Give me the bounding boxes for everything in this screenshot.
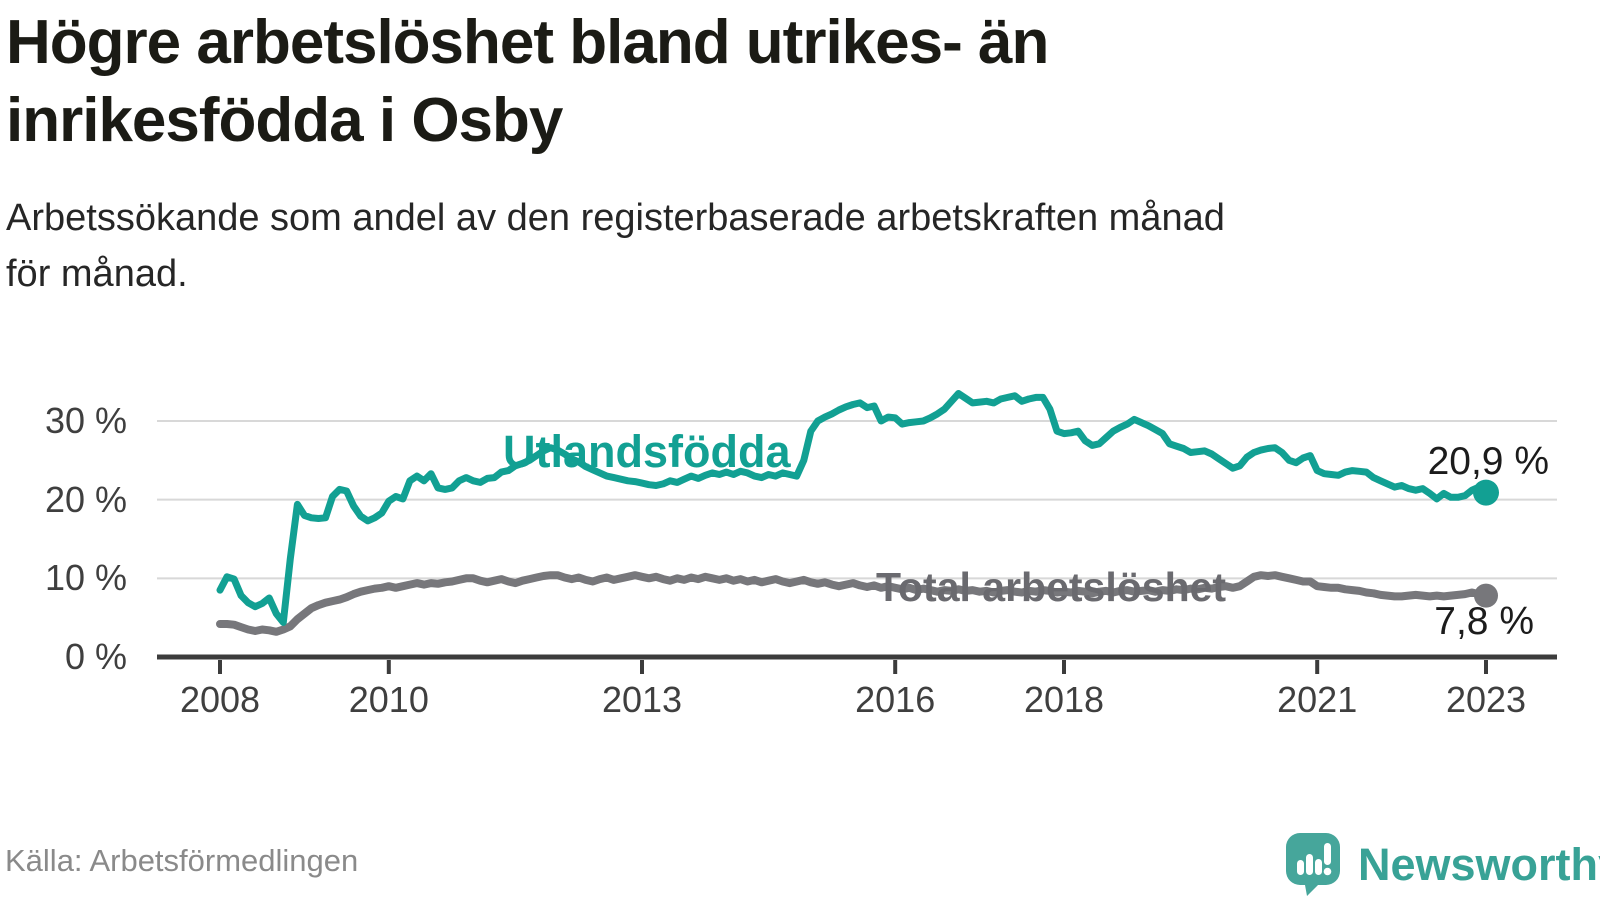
y-axis-label: 30 %	[44, 399, 127, 441]
chart-title: Högre arbetslöshet bland utrikes- än inr…	[6, 4, 1306, 160]
x-axis-label: 2018	[1023, 679, 1105, 720]
x-axis-label: 2021	[1277, 679, 1358, 720]
chart-title-line2: inrikesfödda i Osby	[6, 86, 563, 155]
source-note: Källa: Arbetsförmedlingen	[5, 843, 359, 878]
series-line-foreign-born	[216, 390, 1490, 626]
y-axis-label: 20 %	[44, 478, 127, 520]
chart-title-line1: Högre arbetslöshet bland utrikes- än	[6, 8, 1049, 77]
end-value-label-total: 7,8 %	[1434, 600, 1534, 643]
series-label-foreign-born: Utlandsfödda	[503, 426, 791, 477]
y-axis-label: 10 %	[44, 557, 127, 599]
x-axis-label: 2008	[179, 679, 261, 720]
x-axis-label: 2023	[1445, 679, 1527, 720]
series-line-total	[216, 571, 1490, 636]
y-axis-label: 0 %	[64, 636, 127, 677]
brand-logo: Newsworthy	[1286, 833, 1600, 897]
x-axis-label: 2010	[348, 679, 429, 720]
chart-subtitle: Arbetssökande som andel av den registerb…	[6, 190, 1566, 302]
x-axis-label: 2013	[601, 679, 683, 720]
gridlines	[157, 419, 1557, 580]
speech-bubble-bar-chart-icon	[1286, 833, 1340, 896]
series-label-total: Total arbetslöshet	[876, 564, 1227, 610]
chart-subtitle-line1: Arbetssökande som andel av den registerb…	[6, 197, 1225, 239]
chart-subtitle-line2: för månad.	[6, 253, 188, 295]
x-axis-ticks	[218, 660, 1488, 674]
end-value-label-foreign-born: 20,9 %	[1427, 440, 1549, 483]
brand-name: Newsworthy	[1358, 839, 1600, 890]
x-axis-label: 2016	[855, 679, 936, 720]
